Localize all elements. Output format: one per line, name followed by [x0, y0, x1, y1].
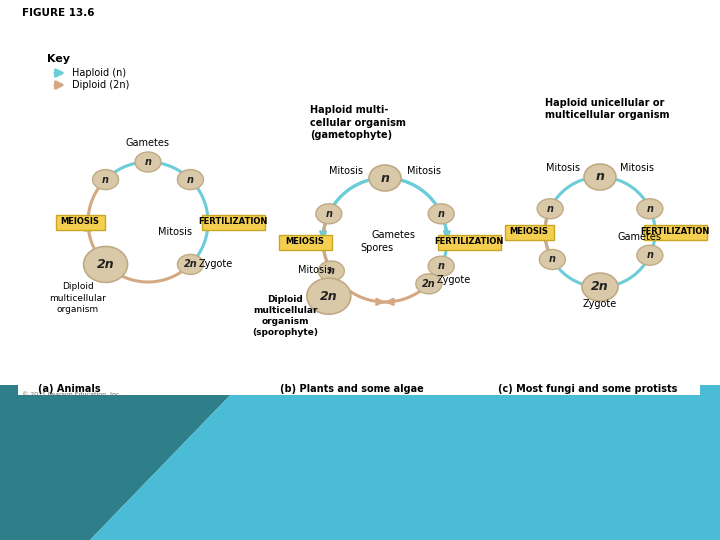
Ellipse shape: [369, 165, 401, 191]
Ellipse shape: [637, 245, 663, 265]
Ellipse shape: [84, 246, 127, 282]
Text: n: n: [595, 171, 604, 184]
Text: Mitosis: Mitosis: [546, 163, 580, 173]
FancyBboxPatch shape: [438, 234, 500, 249]
Text: MEIOSIS: MEIOSIS: [60, 218, 99, 226]
Text: FIGURE 13.6: FIGURE 13.6: [22, 8, 94, 18]
Text: © 2011 Pearson Education, Inc.: © 2011 Pearson Education, Inc.: [22, 392, 122, 397]
Text: n: n: [438, 209, 445, 219]
Ellipse shape: [318, 261, 344, 281]
Ellipse shape: [177, 254, 204, 274]
Text: n: n: [438, 261, 445, 271]
Text: MEIOSIS: MEIOSIS: [510, 227, 549, 237]
Text: Diploid
multicellular
organism: Diploid multicellular organism: [49, 282, 106, 314]
Text: n: n: [187, 174, 194, 185]
Text: Gametes: Gametes: [126, 138, 170, 148]
Text: n: n: [647, 204, 653, 214]
Text: 2n: 2n: [320, 289, 338, 303]
Text: (c) Most fungi and some protists: (c) Most fungi and some protists: [498, 384, 678, 394]
Text: Mitosis: Mitosis: [158, 227, 192, 237]
Text: Diploid (2n): Diploid (2n): [72, 80, 130, 90]
Text: Diploid
multicellular
organism
(sporophyte): Diploid multicellular organism (sporophy…: [252, 295, 318, 338]
Text: Mitosis: Mitosis: [620, 163, 654, 173]
Text: n: n: [647, 250, 653, 260]
Text: n: n: [546, 204, 554, 214]
Text: Spores: Spores: [361, 243, 394, 253]
Text: n: n: [102, 174, 109, 185]
Ellipse shape: [539, 249, 565, 269]
Ellipse shape: [316, 204, 342, 224]
Text: n: n: [145, 157, 151, 167]
FancyBboxPatch shape: [202, 214, 264, 230]
Text: Gametes: Gametes: [371, 230, 415, 240]
Ellipse shape: [637, 199, 663, 219]
Text: n: n: [549, 254, 556, 265]
Polygon shape: [0, 385, 90, 540]
FancyBboxPatch shape: [644, 225, 706, 240]
Text: 2n: 2n: [184, 259, 197, 269]
Ellipse shape: [428, 256, 454, 276]
Text: Haploid unicellular or
multicellular organism: Haploid unicellular or multicellular org…: [545, 98, 670, 120]
Polygon shape: [0, 385, 240, 540]
Text: Key: Key: [47, 54, 70, 64]
Text: n: n: [325, 209, 333, 219]
Text: FERTILIZATION: FERTILIZATION: [198, 218, 268, 226]
Text: Haploid multi-
cellular organism
(gametophyte): Haploid multi- cellular organism (gameto…: [310, 105, 406, 140]
Text: Mitosis: Mitosis: [329, 166, 363, 176]
Ellipse shape: [416, 274, 442, 294]
Text: Haploid (n): Haploid (n): [72, 68, 126, 78]
Polygon shape: [0, 385, 720, 540]
FancyBboxPatch shape: [279, 234, 331, 249]
Text: 2n: 2n: [422, 279, 436, 289]
Text: n: n: [381, 172, 390, 185]
Text: Zygote: Zygote: [199, 259, 233, 269]
FancyBboxPatch shape: [55, 214, 104, 230]
Ellipse shape: [582, 273, 618, 301]
Ellipse shape: [428, 204, 454, 224]
Text: Gametes: Gametes: [618, 232, 662, 242]
FancyBboxPatch shape: [505, 225, 554, 240]
Text: FERTILIZATION: FERTILIZATION: [434, 238, 504, 246]
Polygon shape: [18, 0, 700, 395]
Text: n: n: [328, 266, 335, 276]
Text: Zygote: Zygote: [437, 275, 471, 285]
Text: Mitosis: Mitosis: [298, 265, 332, 275]
Ellipse shape: [177, 170, 204, 190]
Ellipse shape: [537, 199, 563, 219]
Ellipse shape: [584, 164, 616, 190]
Text: MEIOSIS: MEIOSIS: [286, 238, 325, 246]
Ellipse shape: [307, 278, 351, 314]
Text: (b) Plants and some algae: (b) Plants and some algae: [280, 384, 424, 394]
Text: FERTILIZATION: FERTILIZATION: [640, 227, 710, 237]
Ellipse shape: [93, 170, 119, 190]
Text: Mitosis: Mitosis: [407, 166, 441, 176]
Ellipse shape: [135, 152, 161, 172]
Text: (a) Animals: (a) Animals: [38, 384, 101, 394]
Text: 2n: 2n: [591, 280, 609, 294]
Text: Zygote: Zygote: [583, 299, 617, 309]
Text: 2n: 2n: [96, 258, 114, 271]
